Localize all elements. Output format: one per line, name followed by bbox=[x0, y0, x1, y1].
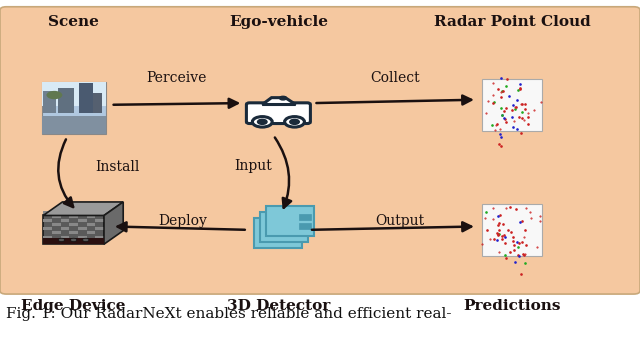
FancyBboxPatch shape bbox=[61, 219, 69, 222]
FancyBboxPatch shape bbox=[44, 236, 52, 239]
FancyBboxPatch shape bbox=[52, 232, 61, 234]
FancyBboxPatch shape bbox=[61, 227, 69, 230]
Text: Predictions: Predictions bbox=[463, 299, 561, 313]
FancyBboxPatch shape bbox=[44, 227, 52, 230]
FancyBboxPatch shape bbox=[78, 236, 86, 239]
Text: Ego-vehicle: Ego-vehicle bbox=[229, 15, 328, 29]
FancyBboxPatch shape bbox=[78, 211, 86, 214]
FancyBboxPatch shape bbox=[482, 203, 543, 256]
FancyBboxPatch shape bbox=[44, 211, 52, 214]
Circle shape bbox=[47, 91, 62, 99]
Circle shape bbox=[252, 117, 272, 127]
Polygon shape bbox=[262, 98, 296, 104]
FancyBboxPatch shape bbox=[266, 206, 314, 236]
Polygon shape bbox=[44, 202, 123, 216]
Circle shape bbox=[58, 238, 65, 242]
FancyBboxPatch shape bbox=[44, 238, 104, 244]
FancyBboxPatch shape bbox=[95, 219, 104, 222]
Text: Radar Point Cloud: Radar Point Cloud bbox=[434, 15, 590, 29]
FancyBboxPatch shape bbox=[58, 88, 74, 113]
FancyBboxPatch shape bbox=[78, 219, 86, 222]
Text: Scene: Scene bbox=[48, 15, 99, 29]
Circle shape bbox=[83, 238, 89, 242]
FancyBboxPatch shape bbox=[79, 83, 93, 113]
Text: Fig. 1: Our RadarNeXt enables reliable and efficient real-: Fig. 1: Our RadarNeXt enables reliable a… bbox=[6, 307, 452, 321]
FancyBboxPatch shape bbox=[95, 236, 104, 239]
FancyBboxPatch shape bbox=[42, 82, 106, 105]
FancyBboxPatch shape bbox=[93, 93, 102, 113]
FancyBboxPatch shape bbox=[61, 211, 69, 214]
Circle shape bbox=[257, 119, 267, 124]
Circle shape bbox=[280, 96, 287, 100]
FancyBboxPatch shape bbox=[246, 103, 310, 123]
Text: Perceive: Perceive bbox=[146, 71, 206, 85]
FancyBboxPatch shape bbox=[299, 214, 311, 220]
FancyBboxPatch shape bbox=[52, 223, 61, 226]
FancyBboxPatch shape bbox=[44, 216, 104, 244]
FancyBboxPatch shape bbox=[69, 215, 78, 218]
Text: Install: Install bbox=[95, 160, 140, 174]
FancyBboxPatch shape bbox=[44, 219, 52, 222]
Text: 3D Detector: 3D Detector bbox=[227, 299, 330, 313]
FancyBboxPatch shape bbox=[86, 232, 95, 234]
FancyBboxPatch shape bbox=[43, 91, 56, 113]
Text: Collect: Collect bbox=[371, 71, 420, 85]
FancyBboxPatch shape bbox=[260, 212, 308, 242]
Text: Output: Output bbox=[376, 214, 424, 228]
Text: Deploy: Deploy bbox=[158, 214, 207, 228]
FancyBboxPatch shape bbox=[482, 79, 543, 131]
Text: Edge Device: Edge Device bbox=[21, 299, 126, 313]
FancyBboxPatch shape bbox=[86, 215, 95, 218]
FancyBboxPatch shape bbox=[61, 236, 69, 239]
Circle shape bbox=[290, 119, 300, 124]
Text: Input: Input bbox=[234, 159, 271, 173]
FancyBboxPatch shape bbox=[78, 227, 86, 230]
FancyBboxPatch shape bbox=[42, 82, 106, 134]
Circle shape bbox=[70, 238, 77, 242]
FancyBboxPatch shape bbox=[42, 116, 106, 134]
FancyBboxPatch shape bbox=[69, 223, 78, 226]
FancyBboxPatch shape bbox=[0, 7, 640, 294]
FancyBboxPatch shape bbox=[52, 215, 61, 218]
FancyBboxPatch shape bbox=[95, 227, 104, 230]
Polygon shape bbox=[104, 202, 123, 244]
FancyBboxPatch shape bbox=[299, 223, 311, 228]
FancyBboxPatch shape bbox=[255, 218, 303, 248]
FancyBboxPatch shape bbox=[69, 232, 78, 234]
Circle shape bbox=[285, 117, 305, 127]
FancyBboxPatch shape bbox=[95, 211, 104, 214]
FancyBboxPatch shape bbox=[86, 223, 95, 226]
